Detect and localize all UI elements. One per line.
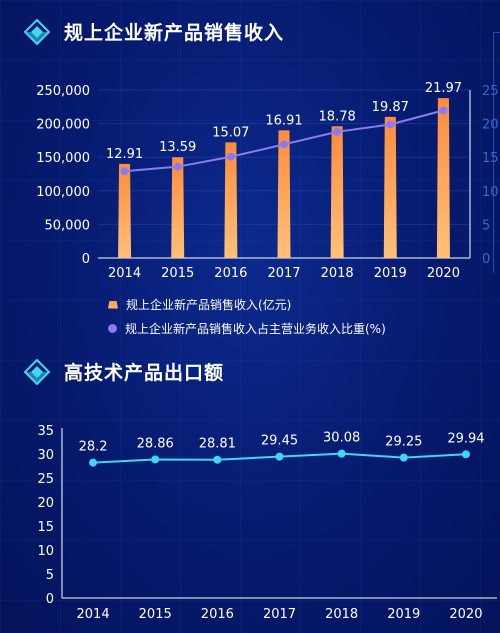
- x-tick-label: 2016: [214, 266, 247, 281]
- x-tick-label: 2018: [321, 266, 354, 281]
- line-point: [333, 127, 342, 136]
- data-label: 12.91: [106, 147, 143, 162]
- y-tick-label: 50,000: [45, 218, 91, 233]
- legend-item-bar[interactable]: 规上企业新产品销售收入(亿元): [108, 296, 291, 313]
- data-label: 15.07: [212, 125, 249, 140]
- data-label: 18.78: [319, 109, 356, 124]
- y2-tick-label: 0: [482, 252, 490, 267]
- x-tick-label: 2020: [449, 607, 482, 622]
- x-tick-label: 2016: [201, 607, 234, 622]
- legend-item-line[interactable]: 规上企业新产品销售收入占主营业务收入比重(%): [108, 320, 386, 337]
- diamond-icon: [24, 18, 50, 45]
- data-label: 21.97: [425, 81, 462, 96]
- x-tick-label: 2020: [427, 266, 460, 281]
- y-tick-label: 20: [37, 496, 54, 511]
- bar: [277, 130, 291, 258]
- x-tick-label: 2015: [139, 607, 172, 622]
- bar: [118, 163, 132, 258]
- panel-edge: [493, 32, 500, 273]
- y-tick-label: 15: [37, 520, 54, 535]
- y-tick-label: 200,000: [36, 118, 90, 133]
- section-header-sales: 规上企业新产品销售收入: [24, 18, 284, 45]
- y-tick-label: 25: [37, 472, 54, 487]
- line-point: [213, 455, 222, 464]
- sales-chart: 0 50,000 100,000 150,000 200,000 250,000 0 5 10 1…: [36, 81, 499, 281]
- data-label: 13.59: [159, 140, 196, 155]
- legend-label-line: 规上企业新产品销售收入占主营业务收入比重(%): [125, 322, 386, 336]
- y-tick-label: 100,000: [36, 185, 90, 200]
- x-tick-label: 2018: [325, 607, 358, 622]
- line-point: [120, 167, 129, 176]
- line-point: [226, 152, 235, 161]
- bar: [436, 98, 450, 259]
- bar-legend-icon: [108, 300, 118, 309]
- bar: [224, 142, 238, 258]
- data-label: 28.86: [137, 436, 174, 451]
- data-label: 29.25: [385, 435, 422, 450]
- data-label: 19.87: [372, 100, 409, 115]
- line-series-export: [93, 452, 466, 464]
- data-label: 28.2: [79, 440, 108, 455]
- section-title-export: 高技术产品出口额: [64, 362, 225, 384]
- data-label: 28.81: [199, 437, 236, 452]
- line-point: [280, 140, 288, 149]
- y2-tick-label: 20: [482, 118, 499, 133]
- y2-tick-label: 25: [482, 84, 499, 99]
- line-point: [461, 450, 470, 459]
- data-label: 30.08: [323, 431, 360, 446]
- x-tick-label: 2017: [263, 607, 296, 622]
- line-point: [173, 162, 182, 171]
- y-tick-label: 35: [37, 424, 54, 439]
- line-point: [89, 458, 98, 467]
- y-tick-label: 0: [46, 592, 54, 607]
- x-tick-label: 2019: [374, 266, 407, 281]
- x-tick-label: 2014: [77, 607, 110, 622]
- x-tick-label: 2014: [108, 266, 141, 281]
- bar: [171, 157, 185, 258]
- line-point: [337, 449, 346, 458]
- y2-tick-label: 10: [482, 185, 499, 200]
- y2-tick-label: 5: [482, 218, 490, 233]
- data-label: 29.45: [261, 434, 298, 449]
- x-tick-label: 2019: [387, 607, 420, 622]
- section-header-export: 高技术产品出口额: [24, 358, 224, 385]
- y-tick-label: 250,000: [36, 84, 90, 99]
- diamond-icon: [24, 358, 50, 385]
- line-point: [399, 453, 408, 462]
- line-legend-icon: [108, 324, 117, 333]
- bar: [383, 116, 397, 258]
- y-tick-label: 0: [82, 252, 90, 267]
- y2-tick-label: 15: [482, 151, 499, 166]
- line-point: [275, 452, 284, 461]
- line-point: [439, 106, 448, 115]
- x-tick-label: 2017: [267, 266, 300, 281]
- line-point: [151, 455, 160, 464]
- data-label: 29.94: [447, 431, 484, 446]
- legend-label-bar: 规上企业新产品销售收入(亿元): [126, 298, 292, 312]
- y-tick-label: 5: [46, 568, 54, 583]
- section-title-sales: 规上企业新产品销售收入: [64, 22, 285, 44]
- y-tick-label: 150,000: [36, 151, 90, 166]
- bar: [330, 126, 344, 259]
- line-point: [386, 120, 395, 129]
- y-tick-label: 30: [37, 448, 54, 463]
- data-label: 16.91: [265, 113, 302, 128]
- y-tick-label: 10: [37, 544, 54, 559]
- x-tick-label: 2015: [161, 266, 194, 281]
